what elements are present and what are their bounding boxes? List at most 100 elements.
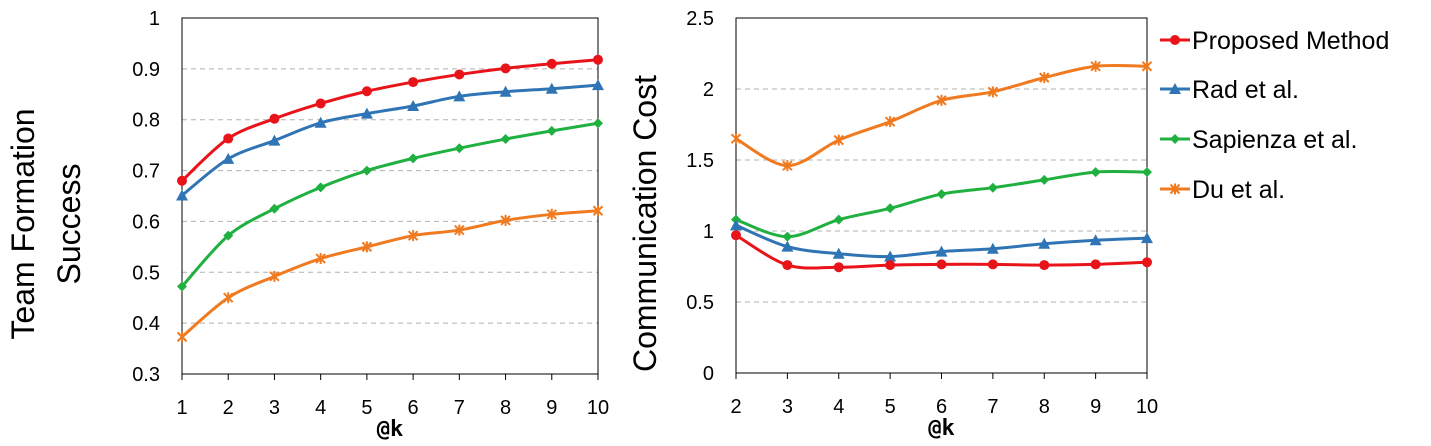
data-point <box>454 69 465 80</box>
data-point <box>884 116 896 128</box>
y-tick-label: 0.5 <box>132 262 160 284</box>
y-tick-label: 0.9 <box>132 59 160 81</box>
data-point <box>936 94 947 106</box>
series-line <box>180 58 599 182</box>
data-point <box>268 134 281 146</box>
data-point <box>223 133 234 144</box>
data-point <box>936 189 947 200</box>
y-tick-label: 2.5 <box>686 8 714 30</box>
data-point <box>593 54 603 65</box>
data-point <box>408 77 419 88</box>
x-tick-label: 9 <box>546 397 557 419</box>
data-point <box>987 86 999 98</box>
data-point <box>315 182 326 193</box>
x-tick-label: 5 <box>361 397 372 419</box>
series-line <box>180 121 599 288</box>
data-point <box>454 143 465 154</box>
data-point <box>546 58 557 69</box>
data-point <box>361 165 372 176</box>
series-line <box>181 209 599 339</box>
data-point <box>500 214 511 226</box>
data-point <box>176 189 188 201</box>
data-point <box>885 260 896 271</box>
legend-label: Rad et al. <box>1192 76 1299 104</box>
x-tick-label: 8 <box>500 397 511 419</box>
data-point <box>361 241 373 253</box>
data-point <box>177 281 187 292</box>
series-rad-et-al <box>730 219 1153 262</box>
data-point <box>546 208 557 220</box>
legend-item: Proposed Method <box>1160 27 1389 55</box>
data-point <box>407 99 420 111</box>
x-tick-label: 5 <box>885 396 896 418</box>
x-tick-label: 10 <box>1136 396 1158 418</box>
legend-marker <box>1170 134 1180 144</box>
data-point <box>315 98 326 109</box>
data-point <box>223 292 234 304</box>
chart-communication-cost: 0 0.5 1 1.5 2 2.5 2 3 4 5 6 7 8 9 10 @k Communication Co… <box>627 8 1158 441</box>
x-axis-label: @k <box>377 417 404 442</box>
data-point <box>592 205 604 217</box>
data-point <box>315 253 326 265</box>
x-axis-label: @k <box>928 416 955 441</box>
y-tick-label: 0.3 <box>132 364 160 386</box>
legend-marker <box>1169 183 1181 195</box>
x-tick-label: 8 <box>1039 396 1050 418</box>
x-tick-label: 7 <box>454 397 465 419</box>
data-point <box>500 134 511 145</box>
chart-team-formation-success: 0.3 0.4 0.5 0.6 0.7 0.8 0.9 1 1 2 3 4 5 6 7 8 9 10 @k Team … <box>5 8 609 442</box>
data-point <box>730 133 742 145</box>
data-point <box>833 134 844 146</box>
data-point <box>592 79 604 91</box>
data-point <box>833 262 844 273</box>
legend-label: Sapienza et al. <box>1192 126 1357 154</box>
data-point <box>500 63 511 74</box>
data-point <box>1039 72 1050 84</box>
data-point <box>360 107 373 119</box>
data-point <box>177 175 187 186</box>
x-tick-label: 6 <box>936 396 947 418</box>
legend-item: Rad et al. <box>1160 76 1299 104</box>
y-tick-label: 1 <box>703 221 714 243</box>
data-point <box>545 82 558 94</box>
x-tick-label: 4 <box>833 396 844 418</box>
data-point <box>1142 167 1152 178</box>
y-tick-label: 2 <box>703 79 714 101</box>
data-point <box>832 247 845 259</box>
series-line <box>735 63 1148 168</box>
x-tick-label: 3 <box>269 397 280 419</box>
x-tick-label: 2 <box>223 397 234 419</box>
data-point <box>782 260 793 271</box>
data-point <box>593 118 603 129</box>
data-point <box>1090 167 1101 178</box>
data-point <box>408 153 419 164</box>
data-point <box>885 203 896 214</box>
series-proposed-method <box>731 230 1152 273</box>
series-line <box>181 83 599 197</box>
x-tick-label: 6 <box>408 397 419 419</box>
data-point <box>782 160 793 172</box>
y-tick-label: 0.6 <box>132 211 160 233</box>
data-point <box>987 182 998 193</box>
data-point <box>453 90 466 102</box>
data-point <box>1090 259 1101 270</box>
y-axis-label: Success <box>51 164 87 285</box>
data-point <box>781 240 794 252</box>
data-point <box>987 259 998 270</box>
data-point <box>936 259 947 270</box>
series-proposed-method <box>177 54 603 186</box>
legend-item: Du et al. <box>1160 176 1285 204</box>
data-point <box>731 230 741 241</box>
data-point <box>730 219 742 231</box>
x-tick-label: 4 <box>315 397 326 419</box>
y-tick-label: 0.7 <box>132 161 160 183</box>
series-du-et-al <box>176 205 604 343</box>
y-tick-label: 0 <box>703 363 714 385</box>
data-point <box>1089 234 1102 246</box>
data-point <box>782 231 793 242</box>
y-tick-label: 1.5 <box>686 150 714 172</box>
data-point <box>176 331 188 343</box>
data-point <box>833 214 844 225</box>
data-point <box>407 230 419 242</box>
data-point <box>1141 232 1153 244</box>
